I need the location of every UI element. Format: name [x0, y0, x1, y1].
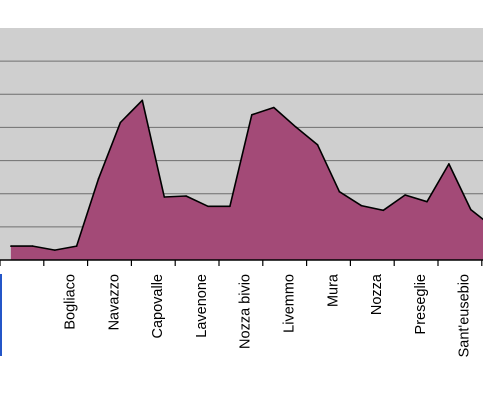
data-point: [54, 249, 56, 251]
data-point: [229, 205, 231, 208]
data-point: [470, 208, 472, 211]
data-point: [75, 245, 78, 247]
x-tick-label: Sant'eusebio: [457, 274, 473, 357]
data-point: [10, 245, 12, 247]
data-point: [316, 143, 319, 146]
data-point: [207, 205, 209, 208]
x-tick-label: Nozza bivio: [238, 274, 254, 349]
x-tick-label-cut: [0, 274, 2, 356]
data-point: [426, 200, 428, 203]
x-tick-label: Mura: [325, 273, 341, 307]
data-point: [32, 245, 34, 247]
x-tick-label: Bogliaco: [63, 274, 79, 330]
area-outline: [10, 99, 483, 251]
x-tick-label: Navazzo: [106, 274, 122, 330]
data-point: [119, 121, 122, 124]
data-point: [163, 196, 166, 198]
data-point: [382, 209, 385, 212]
data-point: [338, 190, 341, 193]
data-point: [97, 178, 100, 180]
data-point: [273, 106, 275, 109]
data-point: [251, 114, 253, 116]
data-series: [10, 99, 483, 260]
data-point: [185, 195, 187, 197]
area-fill: [10, 100, 483, 260]
data-point: [294, 126, 297, 128]
x-tick-label: Livemmo: [282, 274, 298, 333]
x-tick-label: Lavenone: [194, 274, 210, 338]
x-tick-labels: Bogliaco Navazzo Capovalle Lavenone Nozza bi…: [0, 273, 473, 357]
data-point: [448, 163, 450, 165]
data-point: [404, 194, 406, 196]
data-point: [141, 99, 144, 102]
x-tick-label: Preseglie: [413, 274, 429, 334]
x-axis: [0, 259, 483, 266]
data-point: [360, 204, 363, 207]
x-tick-label: Capovalle: [150, 274, 166, 339]
x-tick-label: Nozza: [369, 273, 385, 315]
